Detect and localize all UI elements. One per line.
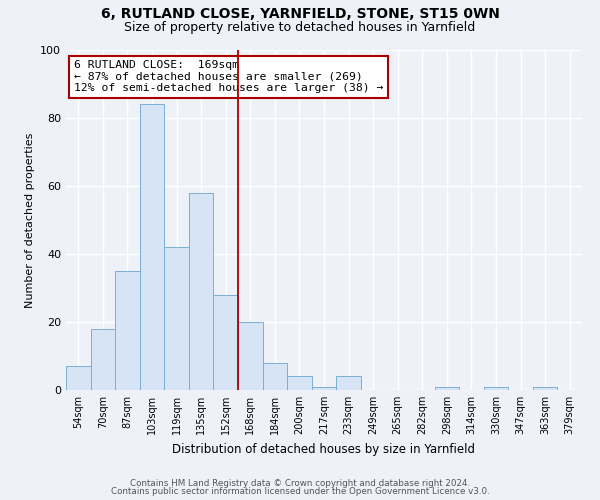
Y-axis label: Number of detached properties: Number of detached properties [25,132,35,308]
Bar [115,271,140,390]
Bar [434,386,459,390]
Bar [140,104,164,390]
Bar [214,295,238,390]
Bar [287,376,312,390]
Bar [533,386,557,390]
Bar [164,247,189,390]
Bar [238,322,263,390]
X-axis label: Distribution of detached houses by size in Yarnfield: Distribution of detached houses by size … [173,442,476,456]
Bar [336,376,361,390]
Bar [263,363,287,390]
Bar [484,386,508,390]
Text: Contains HM Land Registry data © Crown copyright and database right 2024.: Contains HM Land Registry data © Crown c… [130,478,470,488]
Text: Size of property relative to detached houses in Yarnfield: Size of property relative to detached ho… [124,21,476,34]
Bar [189,193,214,390]
Bar [312,386,336,390]
Text: 6 RUTLAND CLOSE:  169sqm
← 87% of detached houses are smaller (269)
12% of semi-: 6 RUTLAND CLOSE: 169sqm ← 87% of detache… [74,60,383,94]
Bar [66,366,91,390]
Text: Contains public sector information licensed under the Open Government Licence v3: Contains public sector information licen… [110,487,490,496]
Text: 6, RUTLAND CLOSE, YARNFIELD, STONE, ST15 0WN: 6, RUTLAND CLOSE, YARNFIELD, STONE, ST15… [101,8,499,22]
Bar [91,329,115,390]
